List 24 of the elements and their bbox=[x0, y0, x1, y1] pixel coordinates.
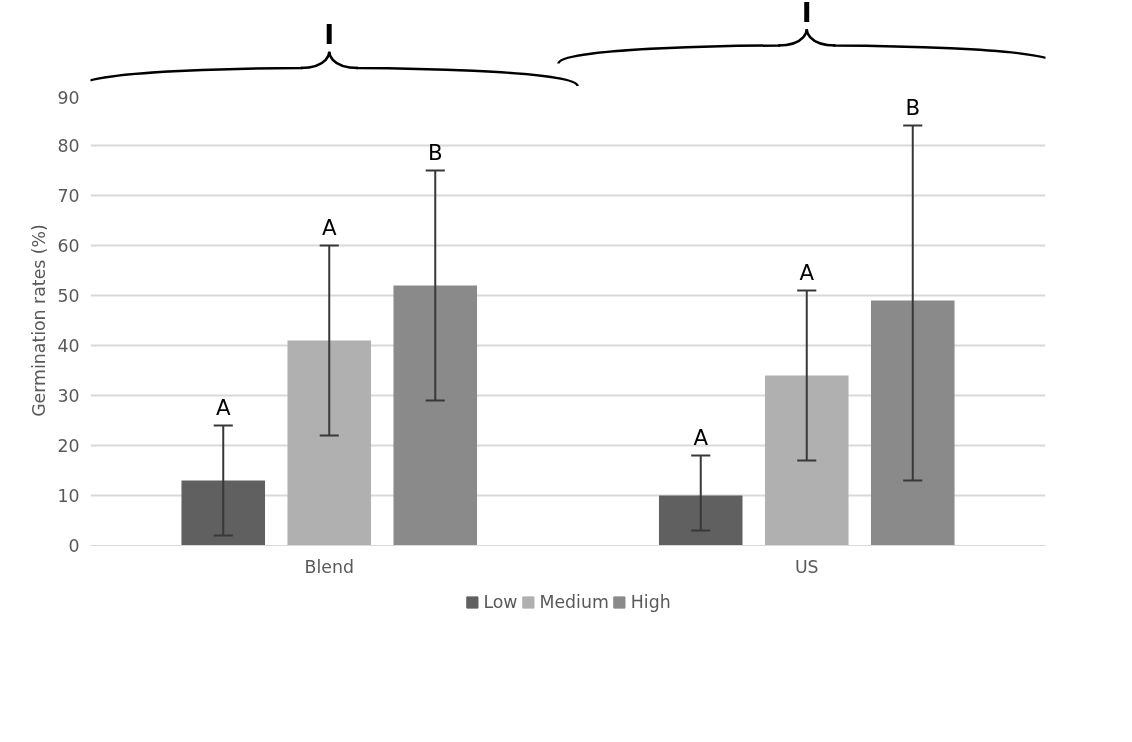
text: I bbox=[801, 0, 812, 28]
y-tick-label: 20 bbox=[57, 436, 80, 456]
y-tick-label: 50 bbox=[57, 286, 80, 306]
y-tick-label: 90 bbox=[57, 87, 80, 108]
y-tick-label: 10 bbox=[57, 486, 80, 506]
annotation: A bbox=[693, 424, 709, 450]
legend-label: Medium bbox=[539, 591, 609, 612]
y-tick-label: 40 bbox=[57, 336, 80, 356]
legend-label: Low bbox=[483, 591, 518, 612]
y-tick-label: 30 bbox=[57, 386, 80, 406]
legend-label: High bbox=[630, 591, 671, 612]
y-tick-label: 0 bbox=[68, 536, 80, 556]
annotation: B bbox=[427, 139, 443, 165]
text: I bbox=[324, 19, 335, 50]
annotation: A bbox=[215, 394, 231, 420]
annotation: B bbox=[905, 94, 921, 120]
annotation: A bbox=[321, 214, 337, 240]
y-tick-label: 80 bbox=[57, 136, 80, 156]
y-tick-label: 60 bbox=[57, 236, 80, 256]
annotation: A bbox=[799, 259, 815, 285]
y-tick-label: 70 bbox=[57, 186, 80, 206]
x-tick-label: Blend bbox=[304, 556, 354, 577]
y-axis-title: Germination rates (%) bbox=[29, 224, 50, 417]
x-tick-label: US bbox=[794, 556, 819, 577]
